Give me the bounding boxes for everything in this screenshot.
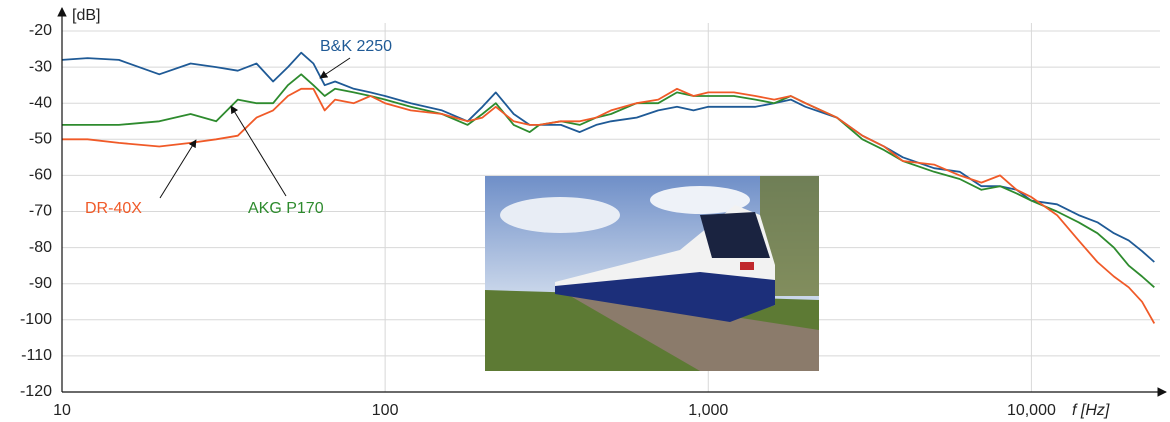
y-tick-label: -20 bbox=[29, 22, 52, 39]
photo bbox=[485, 176, 819, 371]
y-tick-label: -50 bbox=[29, 131, 52, 148]
y-axis-label: [dB] bbox=[72, 7, 100, 24]
y-tick-label: -60 bbox=[29, 167, 52, 184]
x-tick-label: 10 bbox=[53, 402, 71, 419]
annotation: B&K 2250 bbox=[320, 38, 392, 55]
y-tick-label: -30 bbox=[29, 58, 52, 75]
annotation: DR-40X bbox=[85, 200, 142, 217]
x-tick-label: 10,000 bbox=[1007, 402, 1056, 419]
y-tick-label: -110 bbox=[21, 347, 52, 364]
series-line bbox=[62, 87, 1156, 324]
annotation-arrow bbox=[230, 105, 287, 197]
y-tick-label: -120 bbox=[20, 383, 52, 400]
annotations: B&K 2250 AKG P170 DR-40X bbox=[85, 38, 392, 217]
series-line bbox=[62, 73, 1155, 288]
y-tick-label: -80 bbox=[29, 239, 52, 256]
x-axis-label: f [Hz] bbox=[1072, 402, 1110, 419]
annotation-arrow bbox=[159, 139, 197, 199]
annotation: AKG P170 bbox=[248, 200, 324, 217]
y-tick-label: -90 bbox=[29, 275, 52, 292]
x-tick-label: 1,000 bbox=[688, 402, 728, 419]
x-tick-label: 100 bbox=[372, 402, 399, 419]
y-tick-label: -40 bbox=[29, 94, 52, 111]
annotation-arrow bbox=[319, 57, 351, 79]
y-tick-label: -100 bbox=[20, 311, 52, 328]
y-tick-label: -70 bbox=[29, 203, 52, 220]
